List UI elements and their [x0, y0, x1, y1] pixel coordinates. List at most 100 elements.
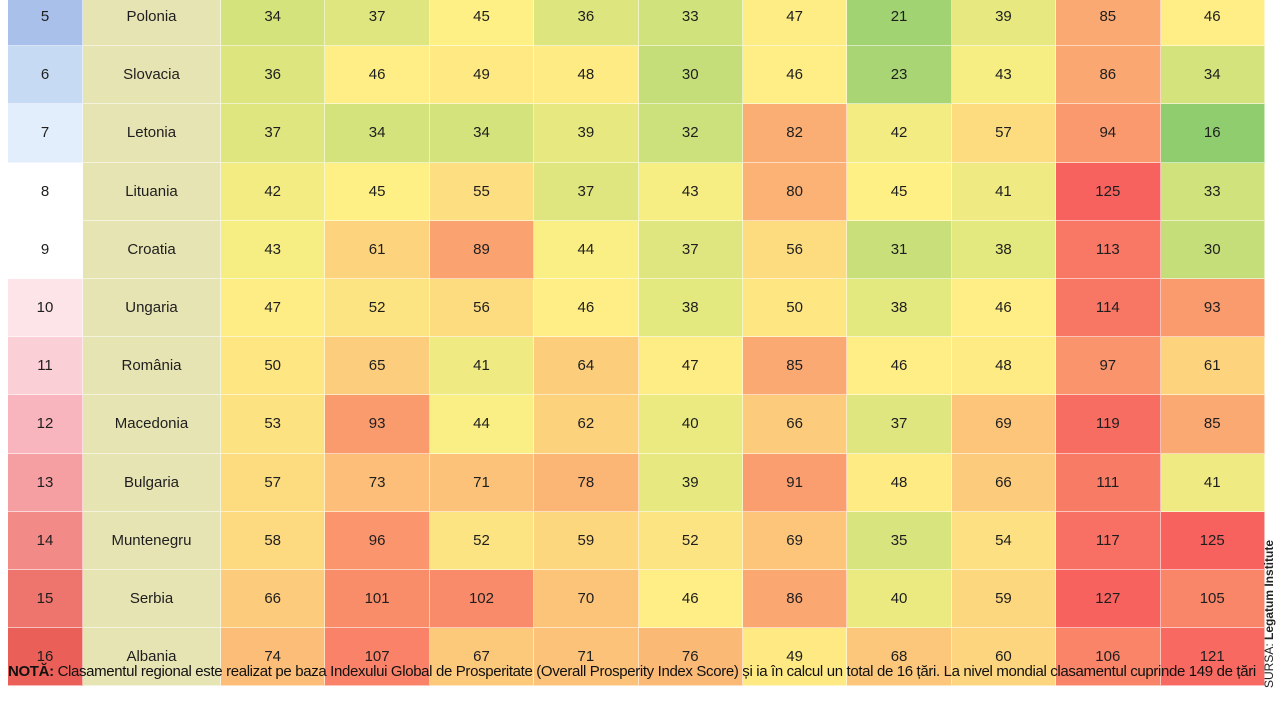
value-cell: 37	[221, 104, 326, 163]
footnote: NOTĂ: Clasamentul regional este realizat…	[8, 663, 1256, 680]
value-cell: 42	[221, 162, 326, 221]
value-cell: 43	[951, 46, 1057, 105]
value-cell: 42	[847, 104, 952, 163]
country-cell: Ungaria	[83, 278, 221, 338]
value-cell: 33	[1160, 162, 1265, 221]
value-cell: 41	[1160, 453, 1265, 512]
rank-cell: 6	[8, 46, 83, 105]
value-cell: 61	[1160, 337, 1265, 396]
rank-cell: 5	[8, 0, 83, 47]
value-cell: 41	[951, 162, 1057, 221]
value-cell: 53	[221, 395, 326, 454]
value-cell: 85	[742, 337, 848, 396]
value-cell: 45	[429, 0, 535, 47]
table-row: 8 Lituania 42 45 55 37 43 80 45 41 125 33	[8, 162, 1265, 221]
value-cell: 34	[221, 0, 326, 47]
rank-cell: 16	[8, 628, 83, 687]
value-cell: 52	[638, 511, 743, 570]
value-cell: 38	[951, 220, 1057, 279]
value-cell: 59	[951, 569, 1057, 629]
value-cell: 111	[1056, 453, 1161, 512]
country-cell: Macedonia	[83, 395, 221, 454]
value-cell: 69	[742, 511, 848, 570]
rank-cell: 8	[8, 162, 83, 221]
table-row: 12 Macedonia 53 93 44 62 40 66 37 69 119 85	[8, 395, 1265, 454]
table-row: 16 Albania 74 107 67 71 76 49 68 60 106 121	[8, 628, 1265, 687]
value-cell: 48	[951, 337, 1057, 396]
note-label: NOTĂ:	[8, 663, 54, 680]
value-cell: 47	[638, 337, 743, 396]
value-cell: 66	[951, 453, 1057, 512]
value-cell: 70	[534, 569, 639, 629]
value-cell: 102	[429, 569, 535, 629]
value-cell: 56	[742, 220, 848, 279]
rank-cell: 11	[8, 337, 83, 396]
table-row: 7 Letonia 37 34 34 39 32 82 42 57 94 16	[8, 104, 1265, 163]
table-row: 11 România 50 65 41 64 47 85 46 48 97 61	[8, 337, 1265, 396]
value-cell: 96	[325, 511, 430, 570]
value-cell: 91	[742, 453, 848, 512]
value-cell: 41	[429, 337, 535, 396]
table-row: 9 Croatia 43 61 89 44 37 56 31 38 113 30	[8, 220, 1265, 279]
value-cell: 113	[1056, 220, 1161, 279]
value-cell: 37	[534, 162, 639, 221]
value-cell: 85	[1056, 0, 1161, 47]
value-cell: 30	[638, 46, 743, 105]
value-cell: 127	[1056, 569, 1161, 629]
country-cell: Lituania	[83, 162, 221, 221]
table-row: 5 Polonia 34 37 45 36 33 47 21 39 85 46	[8, 0, 1265, 47]
country-cell: Polonia	[83, 0, 221, 47]
value-cell: 55	[429, 162, 535, 221]
value-cell: 125	[1056, 162, 1161, 221]
value-cell: 94	[1056, 104, 1161, 163]
country-cell: Letonia	[83, 104, 221, 163]
value-cell: 101	[325, 569, 430, 629]
value-cell: 46	[638, 569, 743, 629]
source-name: Legatum Institute	[1262, 539, 1276, 640]
value-cell: 43	[221, 220, 326, 279]
value-cell: 106	[1056, 628, 1161, 687]
value-cell: 71	[534, 628, 639, 687]
value-cell: 38	[847, 278, 952, 338]
ranking-table: 5 Polonia 34 37 45 36 33 47 21 39 85 46 6 Slovacia 36 4…	[8, 0, 1265, 687]
source-label: SURSA:	[1262, 639, 1276, 688]
value-cell: 39	[534, 104, 639, 163]
value-cell: 73	[325, 453, 430, 512]
value-cell: 50	[221, 337, 326, 396]
value-cell: 23	[847, 46, 952, 105]
value-cell: 82	[742, 104, 848, 163]
value-cell: 52	[429, 511, 535, 570]
value-cell: 69	[951, 395, 1057, 454]
source-credit: SURSA: Legatum Institute	[1262, 540, 1276, 688]
value-cell: 44	[534, 220, 639, 279]
country-cell: Slovacia	[83, 46, 221, 105]
value-cell: 97	[1056, 337, 1161, 396]
value-cell: 49	[742, 628, 848, 687]
value-cell: 38	[638, 278, 743, 338]
value-cell: 76	[638, 628, 743, 687]
value-cell: 21	[847, 0, 952, 47]
value-cell: 65	[325, 337, 430, 396]
value-cell: 56	[429, 278, 535, 338]
rank-cell: 9	[8, 220, 83, 279]
value-cell: 33	[638, 0, 743, 47]
value-cell: 34	[1160, 46, 1265, 105]
value-cell: 71	[429, 453, 535, 512]
value-cell: 46	[847, 337, 952, 396]
table-row: 13 Bulgaria 57 73 71 78 39 91 48 66 111 41	[8, 453, 1265, 512]
value-cell: 37	[325, 0, 430, 47]
value-cell: 39	[638, 453, 743, 512]
value-cell: 74	[221, 628, 326, 687]
country-cell: Muntenegru	[83, 511, 221, 570]
value-cell: 105	[1160, 569, 1265, 629]
value-cell: 49	[429, 46, 535, 105]
value-cell: 31	[847, 220, 952, 279]
value-cell: 48	[534, 46, 639, 105]
value-cell: 93	[1160, 278, 1265, 338]
value-cell: 50	[742, 278, 848, 338]
country-cell: Croatia	[83, 220, 221, 279]
value-cell: 80	[742, 162, 848, 221]
value-cell: 62	[534, 395, 639, 454]
value-cell: 39	[951, 0, 1057, 47]
rank-cell: 12	[8, 395, 83, 454]
